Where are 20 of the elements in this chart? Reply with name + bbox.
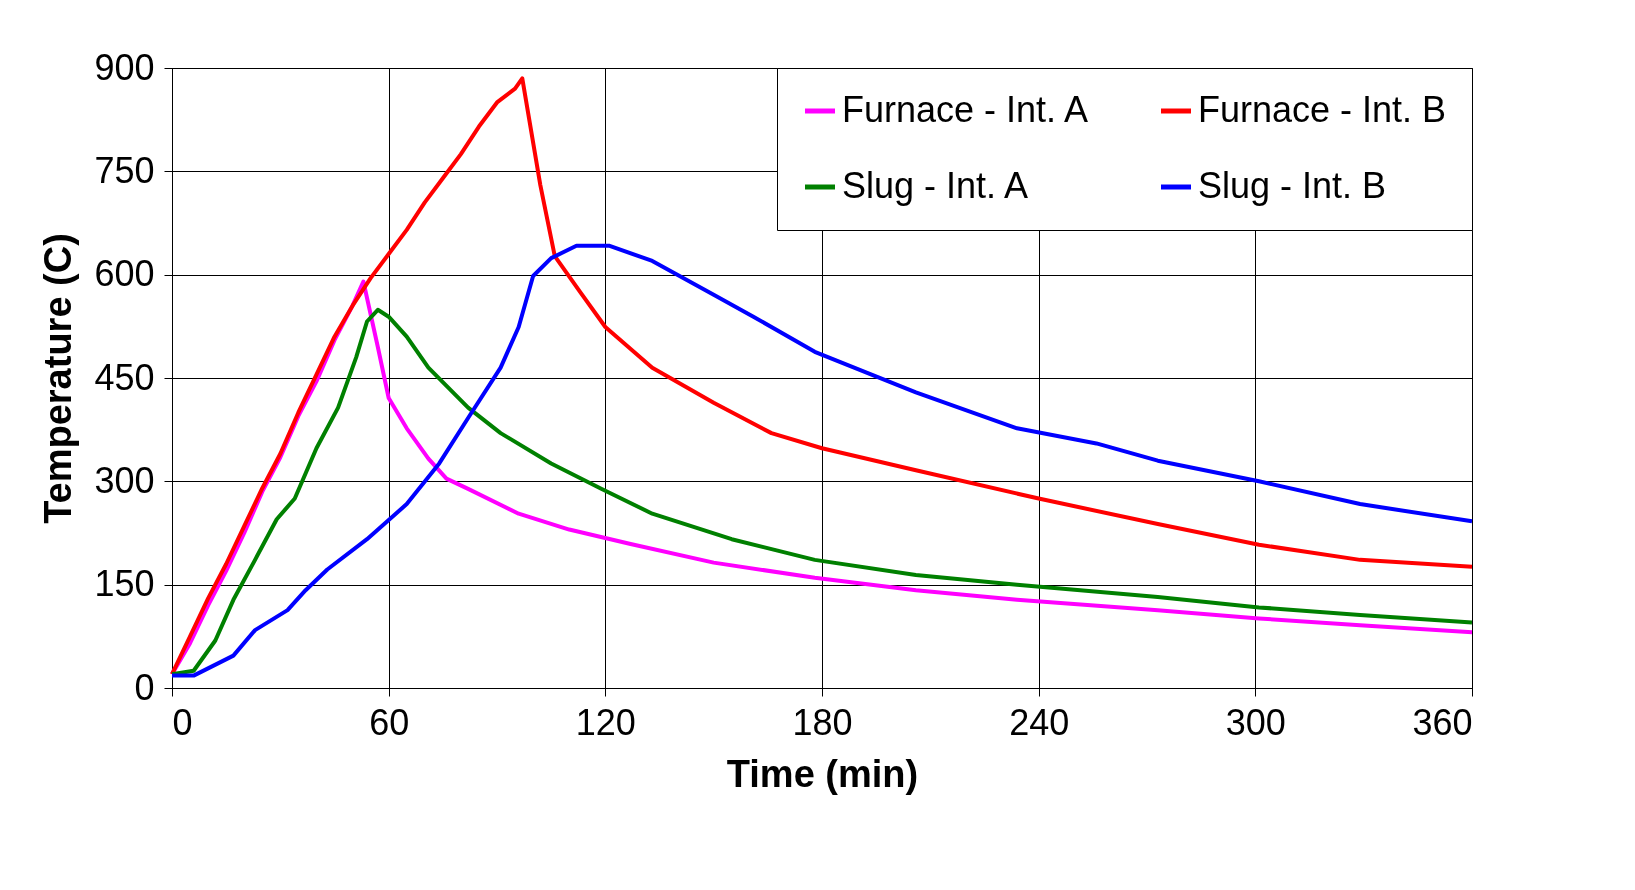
x-axis-title: Time (min) (726, 752, 919, 795)
x-tick-label: 180 (792, 701, 853, 743)
y-tick-label: 600 (94, 253, 155, 295)
x-tick-label: 60 (369, 701, 410, 743)
y-tick-label: 300 (94, 459, 155, 501)
y-tick-label: 150 (94, 563, 155, 605)
legend-label: Slug - Int. A (842, 165, 1029, 206)
x-tick-label: 300 (1225, 701, 1286, 743)
y-tick-label: 750 (94, 149, 155, 191)
legend-label: Furnace - Int. B (1198, 89, 1447, 130)
y-tick-label: 0 (134, 666, 155, 708)
y-axis-title: Temperature (C) (37, 233, 80, 524)
y-tick-label: 900 (94, 46, 155, 88)
legend-label: Furnace - Int. A (842, 89, 1089, 130)
y-tick-label: 450 (94, 356, 155, 398)
x-tick-label: 0 (172, 701, 193, 743)
x-tick-label: 120 (575, 701, 636, 743)
legend-label: Slug - Int. B (1198, 165, 1387, 206)
x-tick-label: 240 (1009, 701, 1070, 743)
x-tick-label: 360 (1412, 701, 1473, 743)
